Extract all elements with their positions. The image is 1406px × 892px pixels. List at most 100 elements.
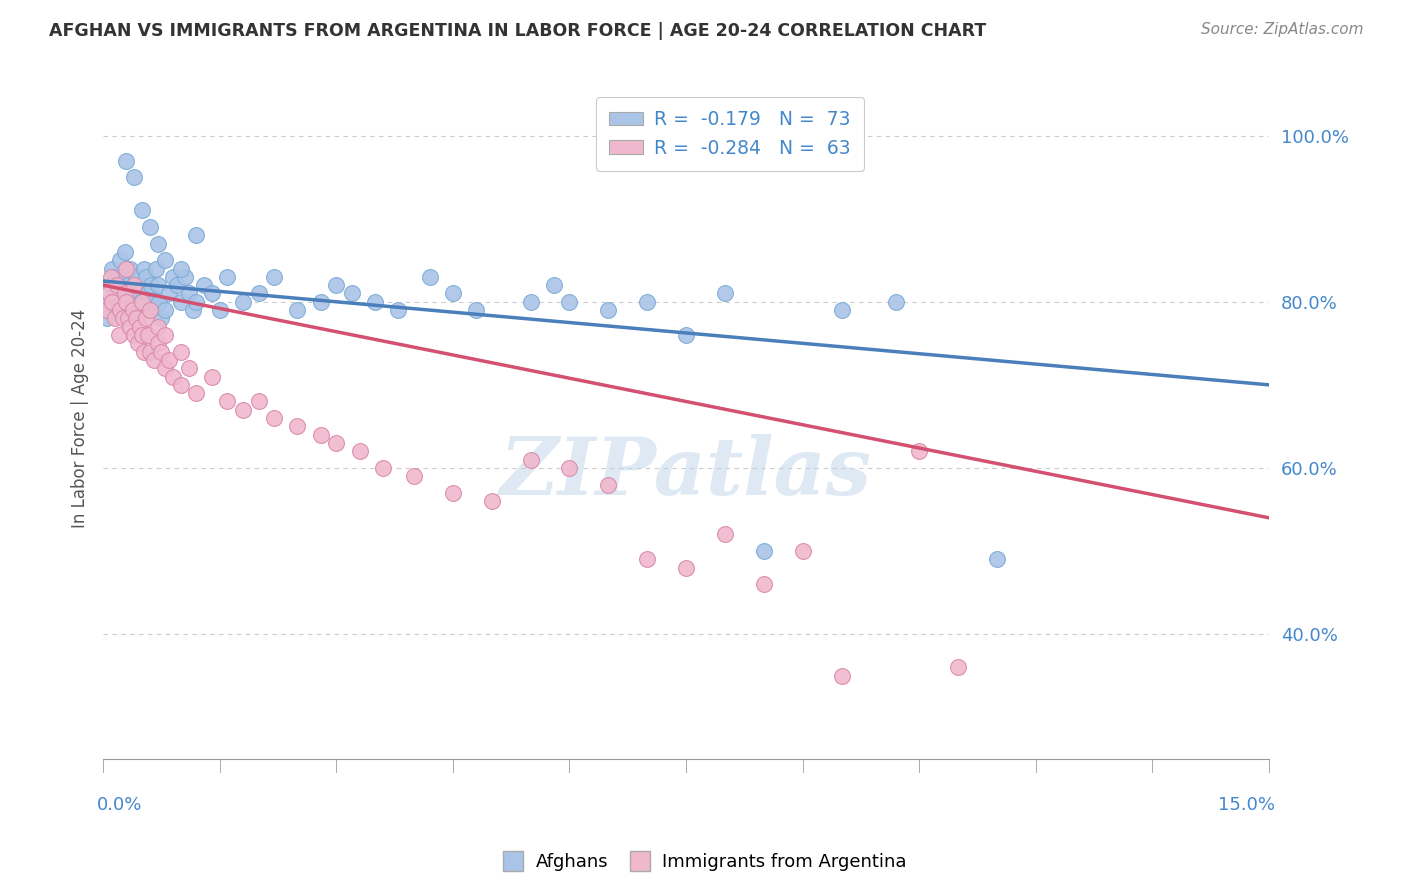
Point <box>636 294 658 309</box>
Point <box>136 328 159 343</box>
Point <box>714 527 737 541</box>
Point <box>146 236 169 251</box>
Point <box>162 369 184 384</box>
Point <box>481 494 503 508</box>
Point <box>402 469 425 483</box>
Point <box>287 419 309 434</box>
Y-axis label: In Labor Force | Age 20-24: In Labor Force | Age 20-24 <box>72 309 89 528</box>
Point <box>111 269 134 284</box>
Point <box>139 344 162 359</box>
Legend: Afghans, Immigrants from Argentina: Afghans, Immigrants from Argentina <box>492 847 914 879</box>
Point <box>111 311 134 326</box>
Point <box>170 344 193 359</box>
Point <box>132 344 155 359</box>
Point <box>122 278 145 293</box>
Point <box>146 336 169 351</box>
Point <box>558 294 581 309</box>
Point <box>146 278 169 293</box>
Point <box>419 269 441 284</box>
Point <box>387 303 409 318</box>
Point <box>792 544 814 558</box>
Text: 0.0%: 0.0% <box>97 797 142 814</box>
Point <box>217 269 239 284</box>
Point <box>122 286 145 301</box>
Point <box>201 286 224 301</box>
Point <box>752 544 775 558</box>
Point <box>131 328 153 343</box>
Point <box>181 303 204 318</box>
Point <box>186 228 208 243</box>
Point <box>598 303 620 318</box>
Point <box>145 261 167 276</box>
Point <box>173 269 195 284</box>
Point <box>232 402 254 417</box>
Point <box>115 153 138 168</box>
Point <box>150 344 173 359</box>
Point <box>831 669 853 683</box>
Point <box>115 261 138 276</box>
Point <box>129 319 152 334</box>
Point <box>105 278 128 293</box>
Point <box>117 278 139 293</box>
Point <box>115 294 138 309</box>
Point <box>177 361 200 376</box>
Point <box>131 294 153 309</box>
Point <box>96 303 118 318</box>
Point <box>441 486 464 500</box>
Point <box>127 311 149 326</box>
Point <box>139 303 162 318</box>
Point <box>125 311 148 326</box>
Point <box>142 353 165 368</box>
Point <box>122 328 145 343</box>
Legend: R =  -0.179   N =  73, R =  -0.284   N =  63: R = -0.179 N = 73, R = -0.284 N = 63 <box>596 97 865 170</box>
Text: 15.0%: 15.0% <box>1218 797 1275 814</box>
Point <box>170 377 193 392</box>
Point <box>309 294 332 309</box>
Point <box>675 328 697 343</box>
Point <box>170 294 193 309</box>
Point <box>114 286 136 301</box>
Point <box>150 311 173 326</box>
Point <box>120 319 142 334</box>
Point <box>636 552 658 566</box>
Point <box>441 286 464 301</box>
Point <box>217 394 239 409</box>
Point <box>110 253 132 268</box>
Point <box>139 219 162 234</box>
Point <box>135 269 157 284</box>
Point <box>104 269 127 284</box>
Point <box>986 552 1008 566</box>
Point <box>186 294 208 309</box>
Point <box>127 336 149 351</box>
Point <box>177 286 200 301</box>
Point <box>714 286 737 301</box>
Point <box>110 303 132 318</box>
Point <box>186 386 208 401</box>
Point <box>519 452 541 467</box>
Point <box>141 278 163 293</box>
Point <box>142 294 165 309</box>
Point <box>371 461 394 475</box>
Point <box>908 444 931 458</box>
Point <box>675 560 697 574</box>
Point <box>155 361 177 376</box>
Point <box>105 286 128 301</box>
Point <box>139 303 162 318</box>
Point <box>465 303 488 318</box>
Point <box>263 269 285 284</box>
Point <box>96 311 118 326</box>
Text: Source: ZipAtlas.com: Source: ZipAtlas.com <box>1201 22 1364 37</box>
Point <box>287 303 309 318</box>
Point <box>247 286 270 301</box>
Point <box>98 294 121 309</box>
Point <box>170 261 193 276</box>
Point <box>155 303 177 318</box>
Point <box>131 278 153 293</box>
Point <box>132 261 155 276</box>
Point <box>263 411 285 425</box>
Point <box>117 311 139 326</box>
Point <box>121 303 143 318</box>
Point <box>325 436 347 450</box>
Point <box>100 269 122 284</box>
Point <box>98 286 121 301</box>
